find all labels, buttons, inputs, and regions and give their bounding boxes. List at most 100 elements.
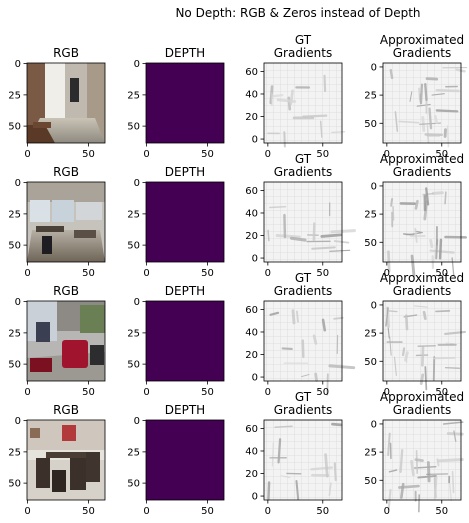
y-tick-label: 25 [8,90,21,101]
panel-title: Approximated [380,271,464,285]
gradient-texture [387,187,467,277]
axes-frame [145,300,225,382]
y-tick-label: 20 [245,112,258,123]
panel-title: GT [295,271,312,285]
x-tick-label: 0 [24,268,30,279]
gradient-image [383,182,461,262]
rgb-image-row-4 [27,420,105,500]
x-tick-label: 0 [265,149,271,160]
y-tick-label: 50 [127,241,140,252]
panel-rgb-row-1: RGB 0 50 0 25 50 [8,46,106,160]
y-tick-label: 25 [8,328,21,339]
panel-title: DEPTH [165,165,205,179]
rgb-images [27,63,105,500]
axes-frame [26,419,106,501]
y-tick-label: 25 [127,209,140,220]
y-tick-label: 0 [252,135,258,146]
panel-title: GT [295,390,312,404]
gradient-texture [267,74,346,148]
y-tick-label: 0 [252,373,258,384]
x-tick-label: 50 [435,387,448,398]
x-tick-label: 50 [201,506,214,517]
panel-title: DEPTH [165,284,205,298]
x-tick-label: 0 [384,268,390,279]
y-tick-label: 25 [127,328,140,339]
panel-title: RGB [53,284,79,298]
panel-title: Approximated [380,33,464,47]
panel-depth-row-1: DEPTH 0 50 0 25 50 [127,46,225,160]
gradient-texture [267,202,356,252]
y-tick-label: 0 [15,178,21,189]
x-tick-label: 0 [143,387,149,398]
y-tick-label: 40 [245,89,258,100]
y-tick-label: 0 [15,416,21,427]
panel-depth-row-4: DEPTH 0 50 0 25 50 [127,403,225,517]
y-tick-label: 50 [364,357,377,368]
y-tick-label: 60 [245,424,258,435]
x-tick-label: 50 [201,387,214,398]
panel-title: RGB [53,403,79,417]
y-tick-label: 50 [364,476,377,487]
y-tick-label: 25 [8,447,21,458]
depth-image [146,301,224,381]
rgb-image-row-2 [27,182,105,262]
panel-title: RGB [53,165,79,179]
depth-image [146,182,224,262]
panel-title: Gradients [274,46,332,60]
panel-rgb-row-3: RGB 0 50 0 25 50 [8,284,106,398]
x-tick-label: 0 [24,387,30,398]
x-tick-label: 50 [316,387,329,398]
y-tick-label: 40 [245,327,258,338]
y-tick-label: 50 [364,238,377,249]
y-tick-label: 0 [252,254,258,265]
axes-frame [26,300,106,382]
y-tick-label: 25 [364,210,377,221]
x-tick-label: 50 [316,149,329,160]
gradient-image [264,182,342,262]
panel-rgb-row-4: RGB 0 50 0 25 50 [8,403,106,517]
axes-frame [382,300,462,382]
panel-title: Gradients [393,403,451,417]
axes-frame [382,181,462,263]
y-tick-label: 25 [364,448,377,459]
panel-title: GT [295,33,312,47]
y-tick-label: 25 [8,209,21,220]
x-tick-label: 0 [143,506,149,517]
rgb-image-row-1 [27,63,105,143]
y-tick-label: 60 [245,186,258,197]
y-tick-label: 25 [364,329,377,340]
y-tick-label: 0 [371,62,377,73]
y-tick-label: 0 [371,300,377,311]
panel-title: GT [295,152,312,166]
panel-title: Gradients [393,284,451,298]
y-tick-label: 25 [127,90,140,101]
x-tick-label: 0 [24,506,30,517]
y-tick-label: 0 [134,59,140,70]
y-tick-label: 0 [371,181,377,192]
x-tick-label: 50 [316,268,329,279]
y-tick-label: 20 [245,231,258,242]
axes-frame [263,62,343,144]
depth-image [146,63,224,143]
x-tick-label: 50 [82,268,95,279]
y-tick-label: 0 [15,59,21,70]
panel-title: Approximated [380,390,464,404]
panel-title: DEPTH [165,46,205,60]
y-tick-label: 25 [127,447,140,458]
y-tick-label: 0 [252,492,258,503]
axes-frame [263,181,343,263]
panel-rgb-row-2: RGB 0 50 0 25 50 [8,165,106,279]
y-tick-label: 0 [134,178,140,189]
x-tick-label: 0 [384,506,390,517]
gradient-texture [269,309,356,396]
x-tick-label: 50 [82,387,95,398]
x-tick-label: 0 [384,387,390,398]
